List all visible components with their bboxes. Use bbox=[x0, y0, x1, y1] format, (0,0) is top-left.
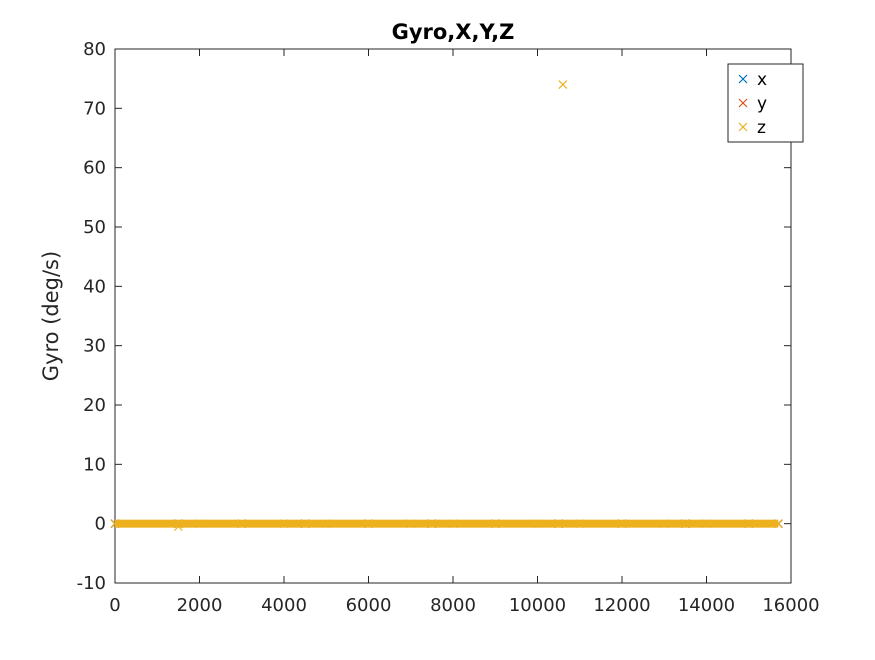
x-tick-label: 12000 bbox=[593, 595, 650, 616]
x-tick-label: 8000 bbox=[430, 595, 476, 616]
series-z-point bbox=[237, 519, 247, 529]
series-z-point bbox=[702, 519, 711, 529]
series-z-point bbox=[558, 80, 568, 90]
series-z-point bbox=[448, 519, 458, 529]
series-z-point bbox=[744, 519, 754, 529]
legend-label-y: y bbox=[757, 94, 767, 114]
y-tick-label: 40 bbox=[83, 276, 106, 297]
series-z-point bbox=[533, 519, 542, 529]
y-tick-label: 60 bbox=[83, 158, 106, 179]
series-z-point bbox=[773, 519, 783, 529]
x-tick-label: 14000 bbox=[678, 595, 735, 616]
series-z-point bbox=[321, 519, 331, 529]
series-z-point bbox=[110, 519, 120, 529]
y-tick-label: 70 bbox=[83, 98, 106, 119]
x-tick-label: 6000 bbox=[346, 595, 392, 616]
y-tick-label: 20 bbox=[83, 395, 106, 416]
legend-marker-x bbox=[738, 74, 748, 84]
plot-area: 0 2000 4000 6000 8000 10000 12000 14000 16000 -10… bbox=[77, 39, 820, 616]
x-tick-label: 0 bbox=[109, 595, 120, 616]
x-tick-label: 4000 bbox=[261, 595, 307, 616]
y-tick-label: -10 bbox=[77, 573, 106, 594]
legend-marker-z bbox=[738, 122, 748, 132]
legend-label-x: x bbox=[757, 70, 767, 90]
y-tick-label: 10 bbox=[83, 454, 106, 475]
series-z-point bbox=[617, 519, 627, 529]
x-tick-label: 10000 bbox=[509, 595, 566, 616]
y-axis-label: Gyro (deg/s) bbox=[39, 251, 63, 381]
series-z-point bbox=[364, 519, 373, 529]
series-z-point bbox=[279, 519, 289, 529]
series-z-dense-band bbox=[115, 519, 779, 528]
x-tick-label: 2000 bbox=[177, 595, 223, 616]
chart-title: Gyro,X,Y,Z bbox=[392, 20, 515, 44]
series-z-point bbox=[406, 519, 416, 529]
legend-label-z: z bbox=[757, 118, 766, 138]
y-tick-label: 0 bbox=[95, 514, 106, 535]
series-z-point bbox=[173, 522, 183, 532]
series-z-point bbox=[575, 519, 585, 529]
series-z-point bbox=[659, 519, 669, 529]
y-tick-label: 30 bbox=[83, 336, 106, 357]
legend-marker-y bbox=[738, 98, 748, 108]
plot-frame bbox=[114, 48, 792, 584]
y-tick-label: 50 bbox=[83, 217, 106, 238]
x-tick-label: 16000 bbox=[762, 595, 819, 616]
y-tick-label: 80 bbox=[83, 39, 106, 60]
series-z-point bbox=[490, 519, 500, 529]
series-z-point bbox=[195, 519, 204, 529]
